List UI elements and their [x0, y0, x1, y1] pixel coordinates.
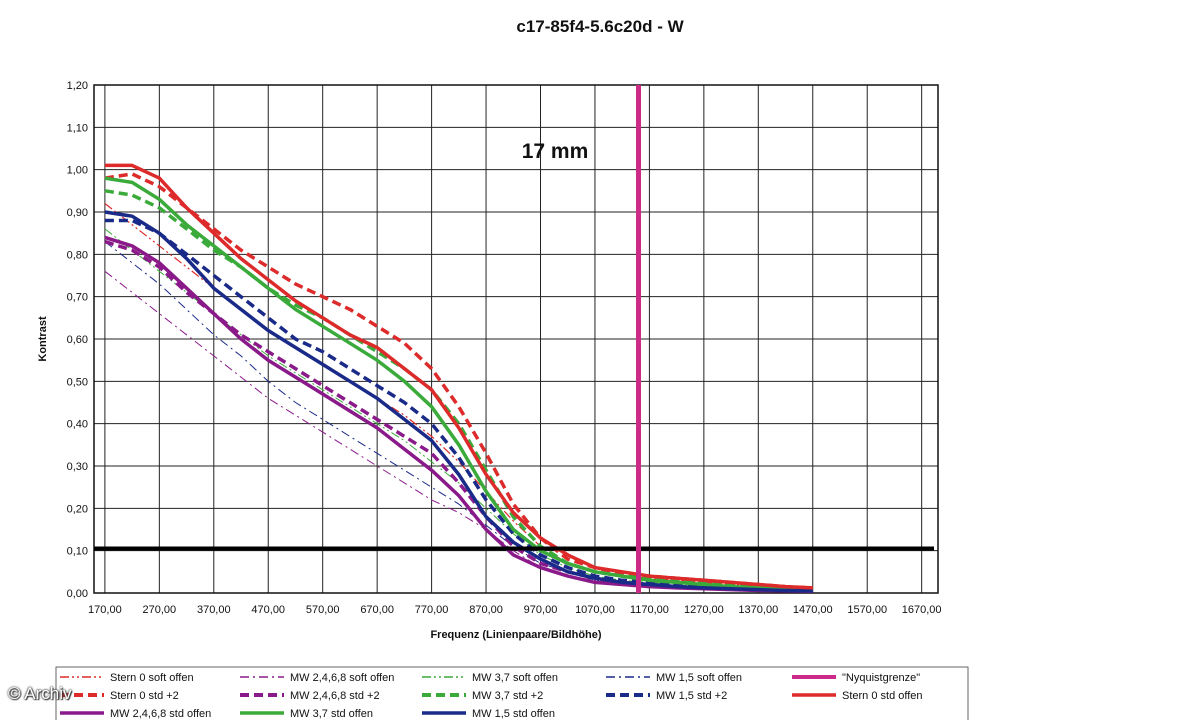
- legend: Stern 0 soft offen MW 2,4,6,8 soft offen M…: [60, 672, 923, 720]
- x-ticks: 170,00 270,00 370,00 470,00 570,00 670,00 770,…: [88, 604, 941, 616]
- legend-label: MW 3,7 std offen: [290, 708, 373, 720]
- x-tick-label: 270,00: [143, 604, 177, 616]
- y-tick-label: 0,90: [67, 207, 88, 219]
- y-tick-label: 0,30: [67, 461, 88, 473]
- x-tick-label: 1670,00: [902, 604, 942, 616]
- y-tick-label: 0,00: [67, 588, 88, 600]
- x-tick-label: 1470,00: [793, 604, 833, 616]
- y-ticks: 0,00 0,10 0,20 0,30 0,40 0,50 0,60 0,70 0,80 0,90…: [67, 80, 88, 600]
- series-lines: [104, 163, 813, 594]
- y-tick-label: 0,60: [67, 334, 88, 346]
- legend-label: MW 1,5 std offen: [472, 708, 555, 720]
- legend-label: MW 2,4,6,8 soft offen: [290, 672, 394, 684]
- y-tick-label: 0,10: [67, 546, 88, 558]
- y-tick-label: 0,40: [67, 419, 88, 431]
- x-tick-label: 1170,00: [630, 604, 669, 616]
- series-line: [104, 163, 813, 590]
- x-tick-label: 570,00: [306, 604, 340, 616]
- y-tick-label: 0,50: [67, 376, 88, 388]
- x-tick-label: 870,00: [469, 604, 503, 616]
- legend-label: MW 1,5 std +2: [656, 690, 727, 702]
- x-tick-label: 1070,00: [575, 604, 615, 616]
- series-line: [104, 210, 813, 593]
- legend-label: Stern 0 std offen: [842, 690, 923, 702]
- copyright-watermark: © Archiv: [8, 684, 72, 703]
- legend-label: MW 1,5 soft offen: [656, 672, 742, 684]
- y-tick-label: 1,00: [67, 165, 88, 177]
- x-tick-label: 470,00: [251, 604, 285, 616]
- legend-label: Stern 0 std +2: [110, 690, 179, 702]
- y-axis-label: Kontrast: [37, 316, 49, 362]
- x-tick-label: 670,00: [360, 604, 394, 616]
- legend-label: MW 2,4,6,8 std offen: [110, 708, 211, 720]
- y-tick-label: 1,20: [67, 80, 88, 92]
- plot-frame: [93, 84, 939, 594]
- x-tick-label: 970,00: [524, 604, 558, 616]
- legend-label: MW 3,7 std +2: [472, 690, 543, 702]
- x-tick-label: 1370,00: [738, 604, 778, 616]
- focal-length-annotation: 17 mm: [522, 140, 589, 163]
- series-line: [104, 235, 813, 594]
- series-line: [104, 203, 813, 590]
- series-line: [104, 176, 813, 592]
- legend-label: Stern 0 soft offen: [110, 672, 194, 684]
- legend-label: MW 3,7 soft offen: [472, 672, 558, 684]
- series-line: [104, 218, 813, 593]
- y-tick-label: 0,70: [67, 292, 88, 304]
- y-tick-label: 0,80: [67, 249, 88, 261]
- series-line: [104, 189, 813, 591]
- x-tick-label: 1570,00: [847, 604, 887, 616]
- x-tick-label: 370,00: [197, 604, 231, 616]
- x-tick-label: 170,00: [88, 604, 122, 616]
- series-line: [104, 241, 813, 592]
- x-axis-label: Frequenz (Linienpaare/Bildhöhe): [430, 629, 601, 641]
- chart-title: c17-85f4-5.6c20d - W: [516, 17, 684, 36]
- x-tick-label: 1270,00: [684, 604, 724, 616]
- series-line: [104, 239, 813, 593]
- legend-label: MW 2,4,6,8 std +2: [290, 690, 380, 702]
- x-tick-label: 770,00: [415, 604, 449, 616]
- y-tick-label: 0,20: [67, 503, 88, 515]
- legend-label: "Nyquistgrenze": [842, 672, 920, 684]
- y-tick-label: 1,10: [67, 122, 88, 134]
